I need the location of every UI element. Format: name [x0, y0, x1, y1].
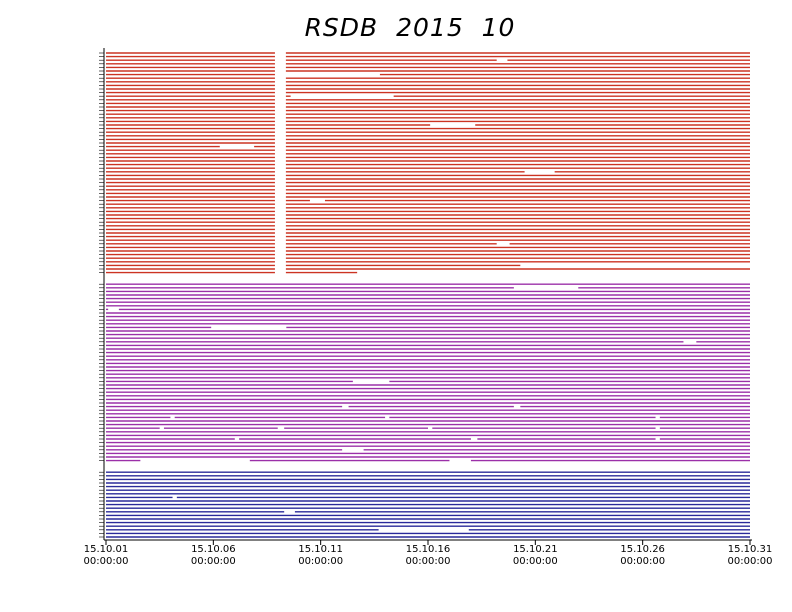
x-tick-time: 00:00:00 [191, 556, 236, 567]
x-tick-label: 15.10.31 [728, 544, 773, 555]
x-tick-label: 15.10.01 [84, 544, 129, 555]
x-tick-time: 00:00:00 [406, 556, 451, 567]
x-tick-label: 15.10.06 [191, 544, 236, 555]
x-tick-label: 15.10.21 [513, 544, 558, 555]
x-tick-time: 00:00:00 [620, 556, 665, 567]
x-tick-label: 15.10.16 [406, 544, 451, 555]
x-tick-time: 00:00:00 [298, 556, 343, 567]
x-tick-time: 00:00:00 [728, 556, 773, 567]
x-tick-label: 15.10.26 [620, 544, 665, 555]
x-tick-label: 15.10.11 [298, 544, 343, 555]
x-tick-time: 00:00:00 [513, 556, 558, 567]
chart-title: RSDB 2015 10 [305, 13, 516, 42]
x-tick-time: 00:00:00 [84, 556, 129, 567]
